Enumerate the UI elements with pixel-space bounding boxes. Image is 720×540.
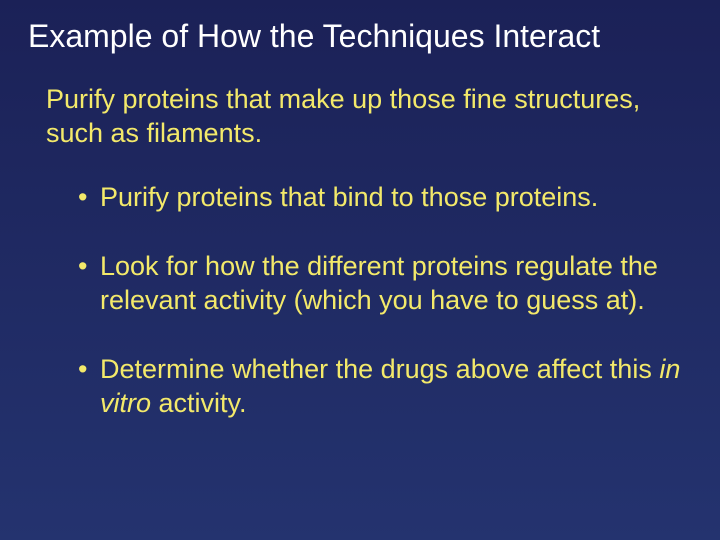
slide-intro: Purify proteins that make up those fine … [46, 83, 692, 151]
bullet-text: Look for how the different proteins regu… [100, 251, 658, 316]
slide-title: Example of How the Techniques Interact [28, 18, 692, 55]
slide: Example of How the Techniques Interact P… [0, 0, 720, 540]
list-item: Purify proteins that bind to those prote… [78, 180, 692, 215]
bullet-text: Determine whether the drugs above affect… [100, 354, 680, 419]
bullet-list: Purify proteins that bind to those prote… [78, 180, 692, 421]
bullet-text: Purify proteins that bind to those prote… [100, 182, 598, 212]
list-item: Determine whether the drugs above affect… [78, 352, 692, 421]
list-item: Look for how the different proteins regu… [78, 249, 692, 318]
